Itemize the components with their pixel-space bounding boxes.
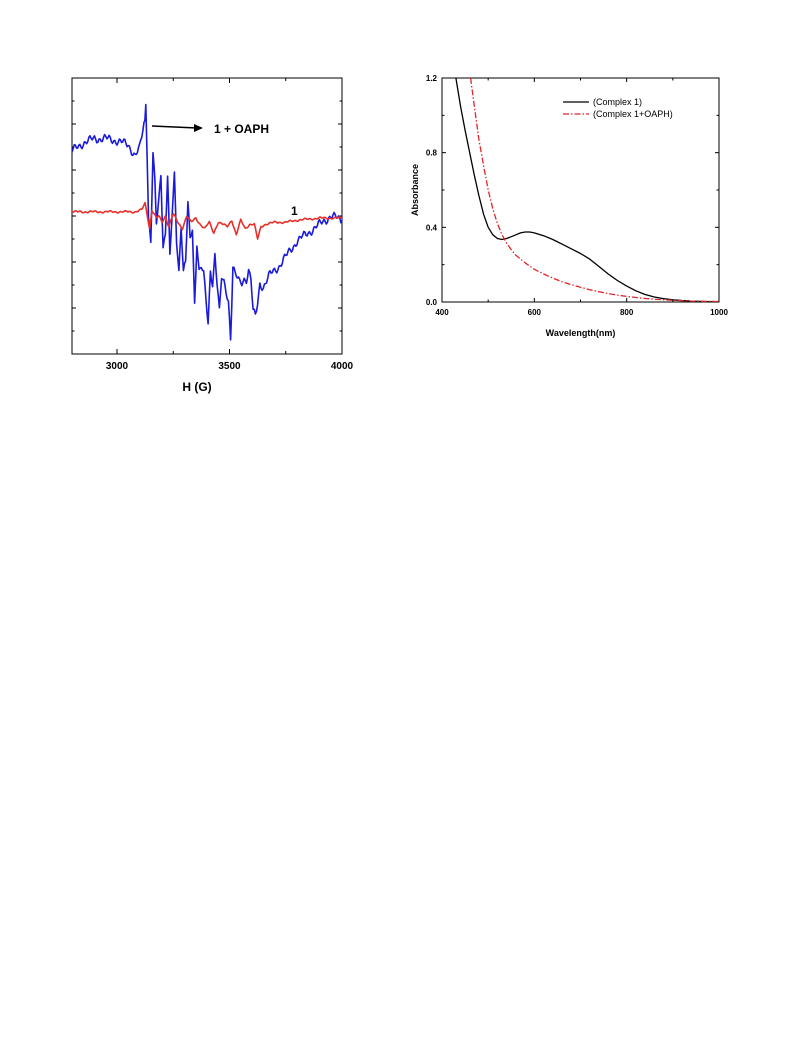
abs-series-line-complex-1 (455, 78, 719, 302)
epr-series-line-complex-1 (72, 201, 343, 240)
abs-x-tick-label: 800 (620, 308, 634, 317)
abs-x-tick-label: 1000 (710, 308, 728, 317)
epr-annotation-arrow-shaft (151, 125, 198, 129)
epr-x-tick-label: 3500 (218, 361, 241, 372)
legend-label: (Complex 1+OAPH) (593, 109, 673, 119)
epr-plot-frame (71, 77, 343, 355)
abs-series-line-complex-1-oaph (469, 78, 719, 302)
epr-x-axis-title: H (G) (182, 380, 211, 394)
abs-x-tick-label: 400 (435, 308, 449, 317)
abs-y-tick-label: 1.2 (426, 74, 438, 83)
abs-x-axis-title: Wavelength(nm) (546, 328, 616, 338)
abs-y-tick-label: 0.4 (426, 223, 438, 232)
epr-series-line-complex-1-oaph (71, 103, 343, 341)
abs-y-tick-label: 0.0 (426, 298, 438, 307)
epr-annotation-label-1: 1 (291, 204, 298, 218)
abs-x-tick-label: 600 (528, 308, 542, 317)
epr-x-tick-label: 4000 (331, 361, 354, 372)
epr-x-tick-label: 3000 (106, 361, 129, 372)
epr-annotation-arrowhead (194, 124, 203, 132)
abs-y-axis-title: Absorbance (410, 164, 420, 216)
abs-plot-frame (441, 77, 720, 303)
epr-annotation-label-oaph: 1 + OAPH (214, 122, 269, 136)
legend-label: (Complex 1) (593, 97, 642, 107)
abs-y-tick-label: 0.8 (426, 149, 438, 158)
